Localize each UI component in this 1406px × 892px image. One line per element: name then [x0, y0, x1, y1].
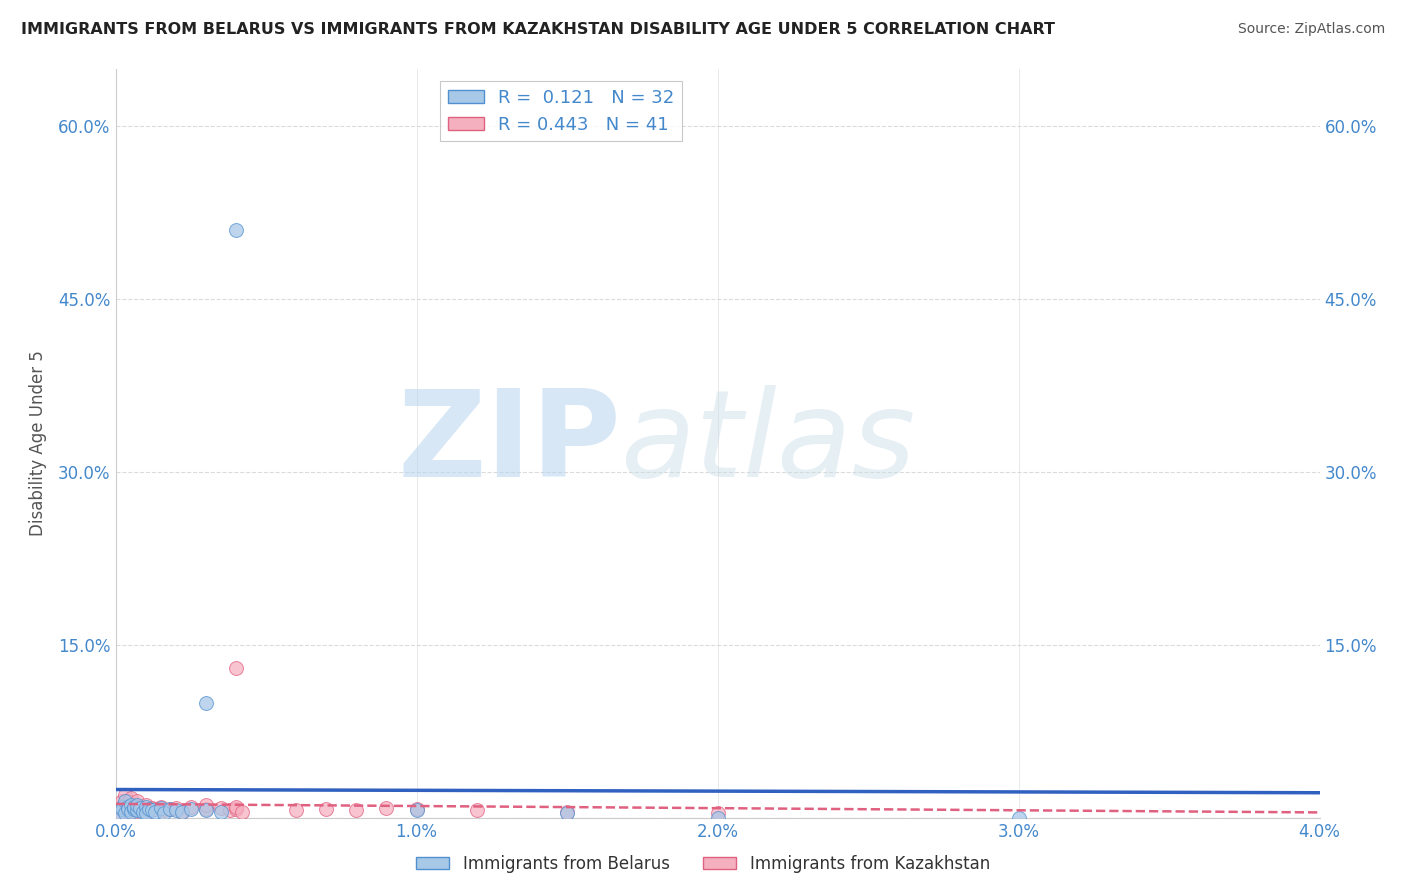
- Point: [465, 804, 488, 818]
- Point: [315, 802, 337, 816]
- Point: [231, 805, 253, 819]
- Legend: R =  0.121   N = 32, R = 0.443   N = 41: R = 0.121 N = 32, R = 0.443 N = 41: [440, 81, 682, 141]
- Y-axis label: Disability Age Under 5: Disability Age Under 5: [30, 351, 46, 536]
- Point: [165, 804, 187, 818]
- Point: [141, 804, 163, 818]
- Point: [219, 804, 242, 818]
- Point: [125, 801, 148, 815]
- Point: [120, 790, 142, 805]
- Point: [114, 805, 136, 820]
- Point: [152, 804, 174, 818]
- Point: [135, 805, 157, 819]
- Point: [225, 223, 247, 237]
- Point: [1007, 812, 1029, 826]
- Point: [285, 804, 308, 818]
- Point: [180, 802, 202, 816]
- Point: [706, 805, 728, 820]
- Point: [225, 802, 247, 816]
- Point: [110, 800, 132, 814]
- Point: [344, 804, 367, 818]
- Point: [110, 802, 132, 816]
- Point: [117, 800, 139, 814]
- Point: [107, 805, 129, 820]
- Point: [122, 797, 145, 812]
- Point: [114, 800, 136, 814]
- Point: [110, 794, 132, 808]
- Point: [194, 696, 217, 710]
- Point: [117, 802, 139, 816]
- Point: [120, 805, 142, 819]
- Point: [194, 804, 217, 818]
- Point: [555, 805, 578, 819]
- Point: [159, 802, 181, 816]
- Point: [152, 805, 174, 820]
- Point: [405, 802, 427, 816]
- Point: [128, 800, 150, 814]
- Point: [120, 802, 142, 816]
- Point: [149, 800, 172, 814]
- Point: [375, 801, 398, 815]
- Point: [110, 802, 132, 816]
- Point: [706, 812, 728, 826]
- Point: [114, 789, 136, 803]
- Point: [170, 805, 193, 819]
- Point: [149, 801, 172, 815]
- Point: [114, 794, 136, 808]
- Point: [122, 802, 145, 816]
- Point: [159, 802, 181, 816]
- Point: [225, 800, 247, 814]
- Point: [170, 805, 193, 819]
- Point: [180, 800, 202, 814]
- Point: [135, 805, 157, 820]
- Legend: Immigrants from Belarus, Immigrants from Kazakhstan: Immigrants from Belarus, Immigrants from…: [409, 848, 997, 880]
- Point: [125, 804, 148, 818]
- Point: [122, 805, 145, 819]
- Point: [117, 794, 139, 808]
- Point: [165, 801, 187, 815]
- Point: [131, 804, 153, 818]
- Point: [128, 801, 150, 815]
- Point: [405, 804, 427, 818]
- Text: IMMIGRANTS FROM BELARUS VS IMMIGRANTS FROM KAZAKHSTAN DISABILITY AGE UNDER 5 COR: IMMIGRANTS FROM BELARUS VS IMMIGRANTS FR…: [21, 22, 1054, 37]
- Point: [138, 802, 160, 816]
- Point: [194, 797, 217, 812]
- Point: [120, 797, 142, 812]
- Point: [107, 805, 129, 820]
- Point: [209, 805, 232, 819]
- Point: [135, 797, 157, 812]
- Text: Source: ZipAtlas.com: Source: ZipAtlas.com: [1237, 22, 1385, 37]
- Point: [141, 801, 163, 815]
- Text: atlas: atlas: [621, 385, 917, 502]
- Point: [209, 801, 232, 815]
- Point: [122, 800, 145, 814]
- Text: ZIP: ZIP: [398, 385, 621, 502]
- Point: [125, 794, 148, 808]
- Point: [143, 802, 166, 816]
- Point: [131, 805, 153, 819]
- Point: [125, 797, 148, 812]
- Point: [194, 802, 217, 816]
- Point: [107, 800, 129, 814]
- Point: [117, 805, 139, 820]
- Point: [143, 805, 166, 819]
- Point: [225, 661, 247, 675]
- Point: [135, 800, 157, 814]
- Point: [555, 805, 578, 820]
